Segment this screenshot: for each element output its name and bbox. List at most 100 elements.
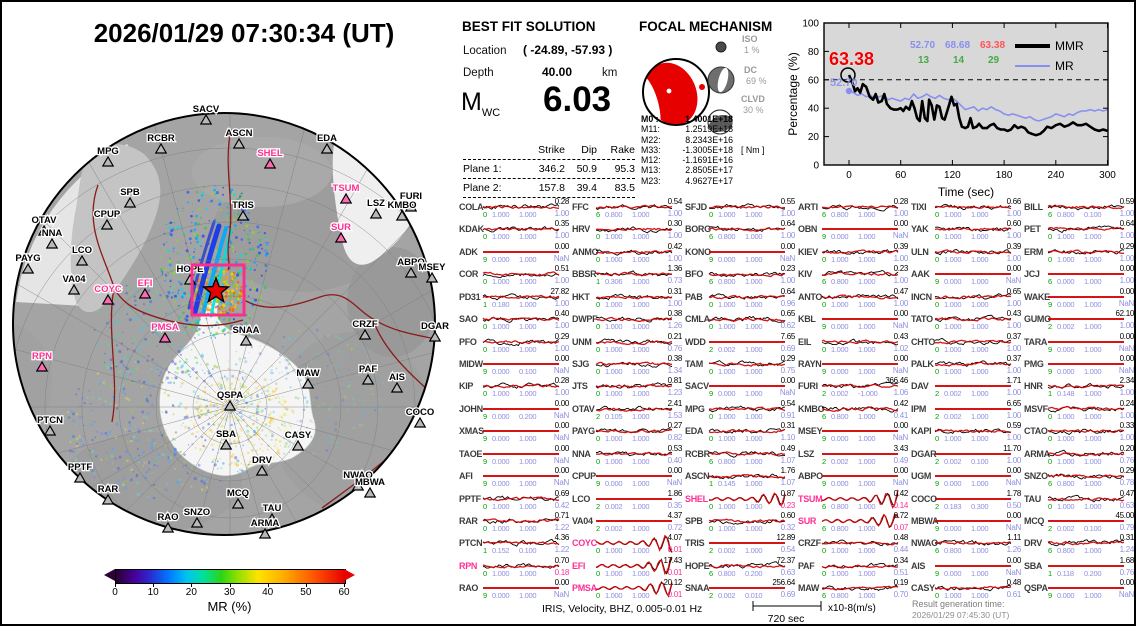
trace-JTS — [595, 382, 673, 390]
map-station-SNAA: SNAA — [231, 324, 261, 346]
misfit-value: 0.72 — [667, 522, 683, 532]
station-code: AFI — [459, 471, 473, 481]
station-code: BFO — [685, 269, 704, 280]
quality-flag: 0 — [596, 546, 600, 556]
waveform-cell-INCN: INCN 0 1.000 1.000 0.65 1.00 — [911, 287, 1023, 310]
waveform-cell-CPUP: CPUP 9 0.000 1.000 0.00 NaN — [572, 466, 684, 489]
component-percent-ISO: 1 % — [744, 45, 760, 55]
tensor-row: M13: 2.8505E+17 — [641, 165, 733, 176]
map-station-SBA: SBA — [215, 428, 237, 450]
quality-flag: 0 — [1048, 456, 1052, 466]
station-code: COLA — [459, 202, 484, 212]
plate-boundaries — [92, 128, 435, 509]
weight-value: 0.000 — [718, 389, 736, 399]
map-station-label-SACV: SACV — [193, 104, 220, 115]
component-percent-CLVD: 30 % — [743, 105, 764, 115]
weight-value: 1.000 — [605, 232, 623, 242]
waveform-cell-TATO: TATO 0 1.000 1.000 0.43 1.00 — [911, 309, 1023, 332]
gain-value: 1.000 — [971, 232, 989, 242]
quality-flag: 0 — [822, 344, 826, 354]
station-code: ASCN — [685, 471, 710, 481]
misfit-value: 0.82 — [667, 433, 683, 443]
quality-flag: 6 — [596, 210, 600, 219]
station-code: KAPI — [911, 426, 932, 437]
trace-PAYG — [595, 428, 673, 434]
colorbar-tick — [344, 583, 345, 587]
weight-value: 0.000 — [831, 479, 849, 488]
map-station-label-ASCN: ASCN — [226, 128, 253, 139]
weight-value: 0.002 — [944, 411, 962, 421]
trace-CPUP — [596, 475, 672, 477]
weight-value: 1.000 — [605, 568, 623, 578]
weight-value: 0.002 — [1057, 523, 1075, 533]
component-name-DC: DC — [744, 65, 757, 75]
colorbar-tick — [115, 583, 116, 587]
map-station-MCQ: MCQ — [226, 487, 250, 509]
trace-FFC — [595, 204, 673, 210]
amplitude-value: 4.07 — [667, 533, 683, 543]
map-station-DRV: DRV — [251, 454, 274, 476]
waveform-cell-NNA: NNA 0 1.000 1.000 0.53 0.40 — [572, 444, 684, 467]
quality-flag: 6 — [709, 456, 713, 466]
amplitude-value: 0.29 — [780, 353, 796, 363]
misfit-value: NaN — [779, 253, 795, 263]
weight-value: 0.800 — [718, 277, 736, 287]
trace-BFO — [708, 271, 786, 278]
amplitude-value: 0.60 — [1006, 219, 1022, 229]
misfit-value: 1.00 — [1006, 433, 1022, 443]
weight-value: 0.000 — [718, 254, 736, 264]
quality-flag: 0 — [935, 366, 939, 376]
quality-flag: 2 — [596, 501, 600, 511]
misfit-value: 1.00 — [893, 298, 909, 308]
amplitude-value: 0.29 — [1119, 241, 1134, 251]
component-percent-DC: 69 % — [746, 76, 767, 86]
weight-value: 0.002 — [718, 591, 736, 601]
amplitude-value: 0.00 — [667, 466, 683, 475]
misfit-value: 0.62 — [780, 321, 796, 331]
weight-value: 0.148 — [1057, 389, 1075, 399]
focal-mechanism-heading: FOCAL MECHANISM — [639, 19, 773, 34]
waveform-cell-COYC: COYC 0 1.000 1.000 4.07 0.01 — [572, 533, 684, 556]
quality-flag: 2 — [822, 389, 826, 399]
trace-ULN — [934, 248, 1012, 256]
gain-value: 1.000 — [971, 210, 989, 219]
station-code: RAR — [459, 515, 478, 526]
quality-flag: 2 — [935, 501, 939, 511]
gain-value: 0.200 — [745, 568, 763, 578]
depth-value: 40.00 — [542, 65, 573, 79]
weight-value: 0.800 — [718, 568, 736, 578]
gain-value: 0.100 — [519, 366, 537, 376]
amplitude-value: 0.87 — [780, 488, 796, 498]
misfit-value: 1.10 — [780, 433, 796, 443]
location-value: ( -24.89, -57.93 ) — [523, 43, 613, 57]
colorbar-tick — [191, 583, 193, 587]
misfit-value: 1.00 — [667, 298, 683, 308]
weight-value: 1.000 — [1057, 456, 1075, 466]
gain-value: 1.000 — [858, 479, 876, 488]
gain-value: 1.000 — [519, 344, 537, 354]
gain-value: 1.000 — [858, 434, 876, 444]
map-station-label-NNA: NNA — [42, 228, 63, 239]
misfit-value: NaN — [553, 455, 569, 465]
quality-flag: 9 — [483, 254, 487, 264]
station-code: SHEL — [685, 493, 708, 504]
gain-value: 1.000 — [632, 456, 650, 466]
waveform-cell-ERM: ERM 0 1.000 1.000 0.29 1.00 — [1024, 241, 1134, 265]
misfit-value: 1.07 — [780, 478, 796, 487]
waveform-cell-OTAV: OTAV 2 0.105 1.000 2.41 1.53 — [572, 399, 684, 422]
gain-value: 1.000 — [858, 568, 876, 578]
gain-value: 1.000 — [745, 501, 763, 511]
trace-GUMO — [1048, 318, 1124, 321]
map-station-OTAV: OTAV — [30, 214, 58, 236]
weight-value: 0.145 — [718, 479, 736, 488]
station-code: KIP — [459, 381, 474, 392]
gain-value: 1.000 — [519, 523, 537, 533]
quality-flag: 0 — [483, 210, 487, 219]
map-station-SUR: SUR — [330, 221, 352, 243]
misfit-value: 1.00 — [554, 276, 570, 286]
misfit-value: NaN — [779, 388, 795, 398]
waveform-cell-PAYG: PAYG 0 1.000 1.000 0.27 0.82 — [572, 421, 684, 444]
quality-flag: 0 — [483, 389, 487, 399]
trace-PAB — [708, 293, 786, 300]
misfit-value: 1.00 — [1119, 231, 1134, 241]
